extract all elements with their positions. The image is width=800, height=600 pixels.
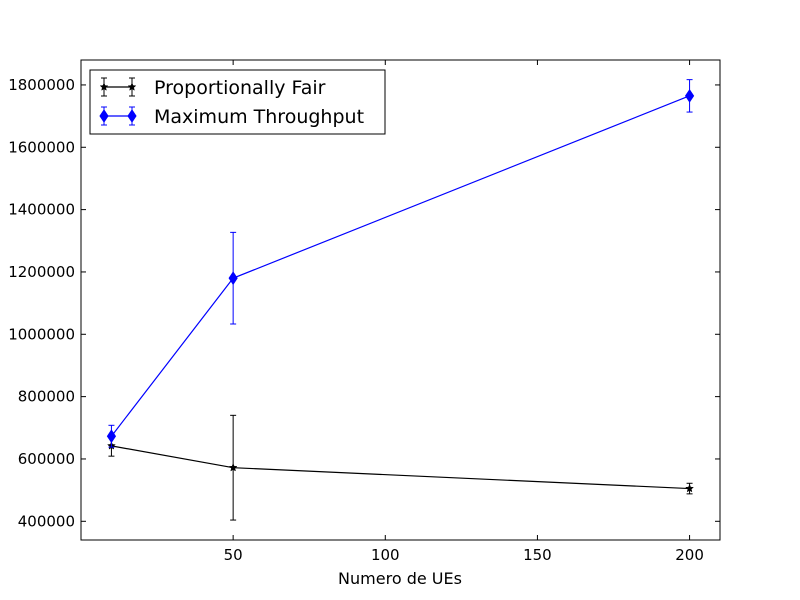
y-tick-label: 400000 bbox=[18, 512, 75, 530]
x-tick-label: 150 bbox=[523, 546, 552, 564]
legend-marker bbox=[127, 82, 137, 91]
y-tick-label: 600000 bbox=[18, 450, 75, 468]
x-tick-label: 50 bbox=[224, 546, 243, 564]
legend-label: Maximum Throughput bbox=[154, 106, 364, 128]
x-axis-label: Numero de UEs bbox=[338, 569, 462, 588]
plot-frame bbox=[80, 59, 721, 541]
legend-label: Proportionally Fair bbox=[154, 77, 326, 99]
data-point bbox=[685, 483, 695, 493]
x-tick-label: 200 bbox=[675, 546, 704, 564]
y-tick-label: 1200000 bbox=[8, 263, 75, 281]
y-tick-label: 1000000 bbox=[8, 325, 75, 343]
data-point bbox=[228, 463, 238, 472]
legend-marker bbox=[127, 109, 137, 123]
data-point bbox=[684, 88, 695, 103]
legend-marker bbox=[99, 109, 109, 123]
legend-entry: Maximum Throughput bbox=[99, 106, 364, 128]
data-point bbox=[228, 271, 238, 286]
legend-box bbox=[89, 69, 386, 135]
legend: Proportionally Fair Maximum Throughput bbox=[89, 69, 386, 135]
axis-ticks: 50 100 150 200 400000 600000 800000 1000000 1200… bbox=[8, 60, 720, 564]
legend-entry: Proportionally Fair bbox=[99, 77, 326, 99]
y-tick-label: 1600000 bbox=[8, 138, 75, 156]
y-tick-label: 1400000 bbox=[8, 201, 75, 219]
y-tick-label: 800000 bbox=[18, 388, 75, 406]
plot-content bbox=[106, 79, 695, 521]
data-point bbox=[106, 429, 117, 444]
y-tick-label: 1800000 bbox=[8, 76, 75, 94]
series-maximum-throughput bbox=[106, 79, 695, 448]
legend-marker bbox=[99, 82, 109, 91]
x-tick-label: 100 bbox=[371, 546, 400, 564]
